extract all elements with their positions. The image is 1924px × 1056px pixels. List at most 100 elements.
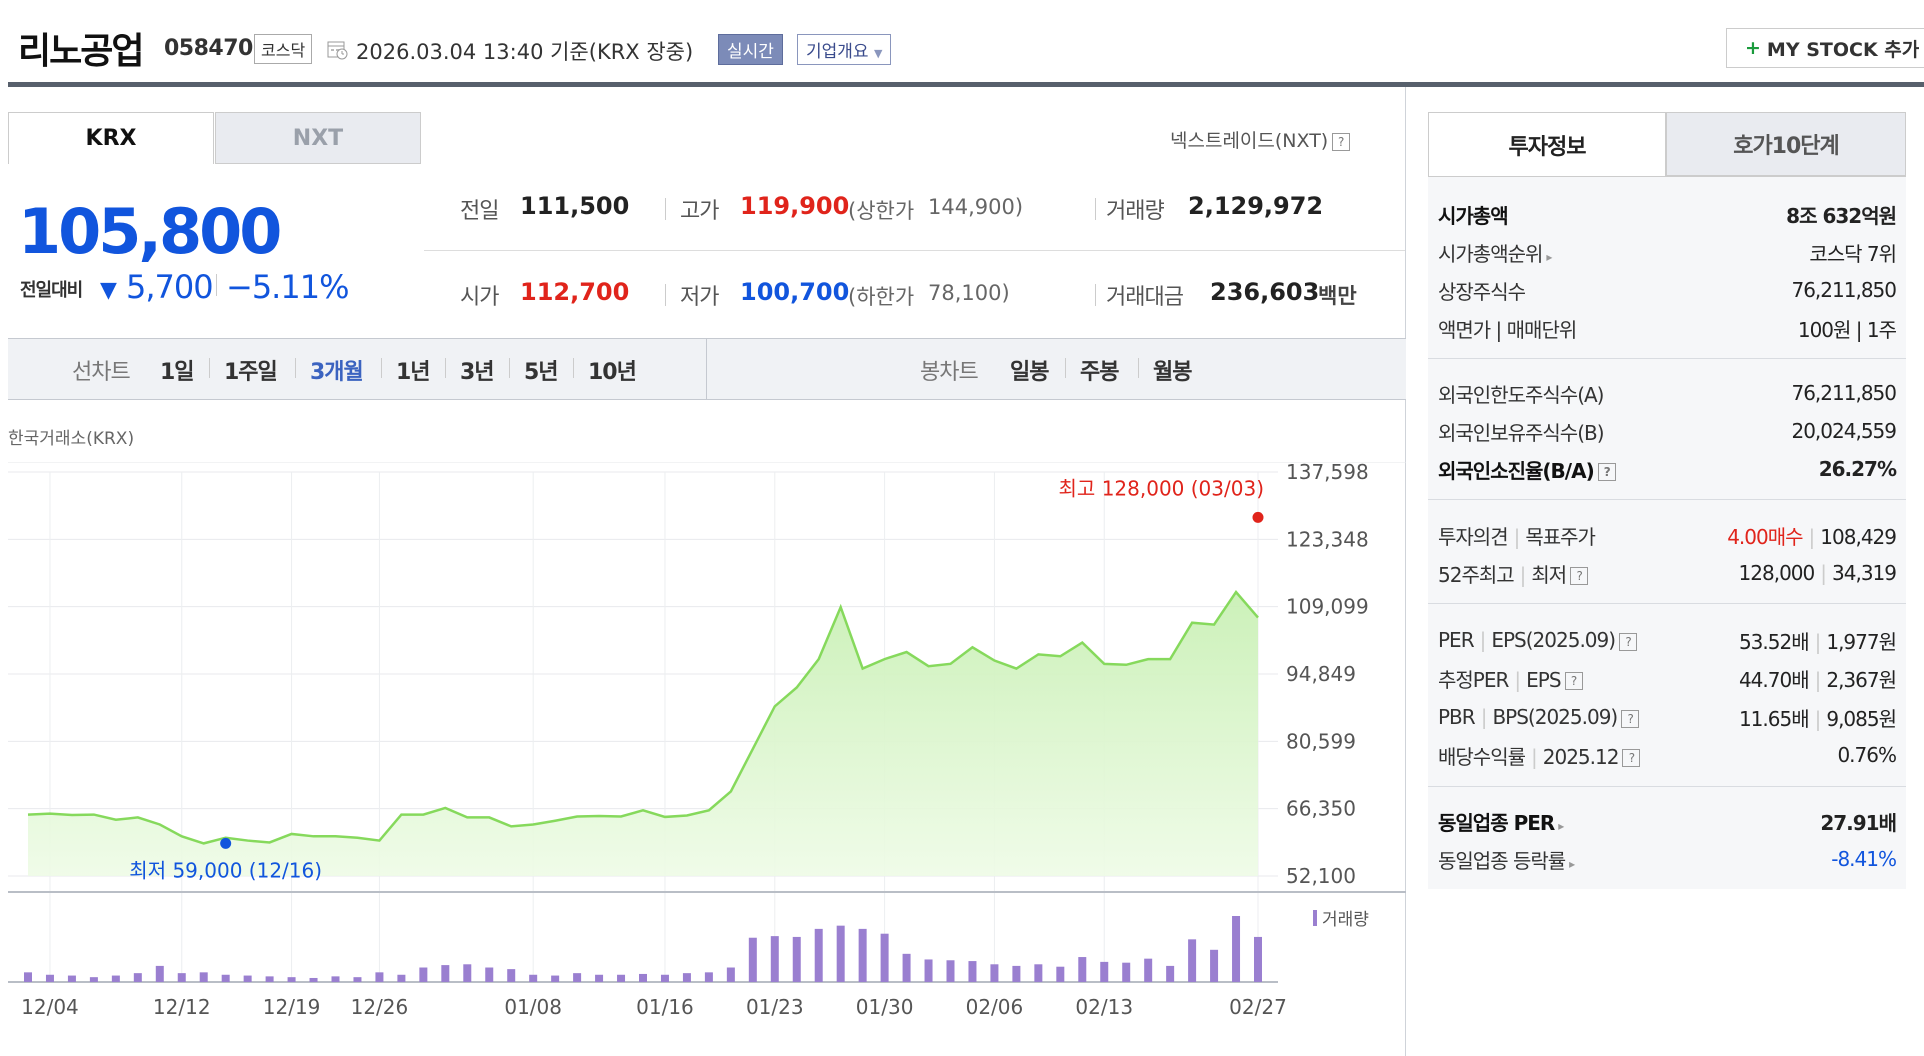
volume-bar <box>946 960 955 982</box>
candle-daily[interactable]: 일봉 <box>1010 360 1049 385</box>
period-1w[interactable]: 1주일 <box>224 360 278 385</box>
stock-code: 058470 <box>164 36 253 61</box>
period-3m[interactable]: 3개월 <box>310 360 364 385</box>
dividend-value: 0.76% <box>1837 743 1897 767</box>
x-tick-label: 12/26 <box>351 995 409 1019</box>
price-area <box>28 592 1258 876</box>
foreign-ratio-label: 외국인소진율(B/A)? <box>1438 455 1616 484</box>
help-icon[interactable]: ? <box>1564 672 1583 690</box>
period-bar <box>8 338 1406 400</box>
y-tick-label: 94,849 <box>1286 662 1356 686</box>
volume-bar <box>529 974 538 982</box>
x-tick-label: 02/13 <box>1075 995 1133 1019</box>
period-1d[interactable]: 1일 <box>160 360 195 385</box>
industry-per-row[interactable]: 동일업종 PER ▸ 27.91배 <box>1438 806 1897 836</box>
period-5y[interactable]: 5년 <box>524 360 559 385</box>
volume-bar <box>726 967 735 982</box>
help-icon[interactable]: ? <box>1570 567 1589 585</box>
help-icon[interactable]: ? <box>1332 132 1351 151</box>
divider <box>1428 603 1906 604</box>
volume-bar <box>243 975 252 982</box>
amount-unit: 백만 <box>1318 284 1357 308</box>
volume-bar <box>155 965 164 982</box>
help-icon[interactable]: ? <box>1622 749 1641 767</box>
tab-invest-info[interactable]: 투자정보 <box>1428 112 1666 176</box>
amount-label: 거래대금 <box>1106 285 1184 310</box>
volume-bar <box>89 977 98 982</box>
par-value-value: 100원 | 1주 <box>1797 317 1897 342</box>
week52-value: 128,000 | 34,319 <box>1738 561 1897 585</box>
volume-bar <box>595 974 604 982</box>
divider <box>1095 198 1096 220</box>
tab-divider <box>1428 176 1906 177</box>
volume-bar <box>1144 958 1153 982</box>
chevron-right-icon: ▸ <box>1569 856 1575 871</box>
lower-limit-value: 78,100) <box>928 281 1010 305</box>
pbr-row: PBR | BPS(2025.09)? 11.65배 | 9,085원 <box>1438 702 1897 732</box>
volume-bar <box>353 977 362 982</box>
help-icon[interactable]: ? <box>1619 632 1638 651</box>
divider <box>445 358 446 378</box>
current-price: 105,800 <box>18 195 282 268</box>
divider <box>1428 786 1906 787</box>
invest-info-box <box>1428 177 1906 889</box>
per-label: PER | EPS(2025.09)? <box>1438 628 1638 652</box>
volume-legend-swatch <box>1313 910 1317 926</box>
y-tick-label: 80,599 <box>1286 729 1356 753</box>
help-icon[interactable]: ? <box>1597 463 1616 481</box>
volume-bar <box>67 975 76 982</box>
foreign-hold-row: 외국인보유주식수(B) 20,024,559 <box>1438 416 1897 446</box>
plus-icon: + <box>1745 37 1761 59</box>
divider <box>216 274 217 296</box>
add-my-stock-button[interactable]: + MY STOCK 추가 <box>1726 28 1924 68</box>
foreign-ratio-value: 26.27% <box>1818 457 1897 481</box>
pbr-label: PBR | BPS(2025.09)? <box>1438 705 1640 729</box>
tab-order-book[interactable]: 호가10단계 <box>1666 112 1906 176</box>
volume-bar <box>1056 966 1065 982</box>
company-overview-button[interactable]: 기업개요 ▼ <box>797 34 892 65</box>
nxt-link[interactable]: 넥스트레이드(NXT)? <box>1170 126 1351 153</box>
period-10y[interactable]: 10년 <box>588 360 637 385</box>
market-badge: 코스닥 <box>254 34 313 64</box>
period-1y[interactable]: 1년 <box>396 360 431 385</box>
market-cap-rank-row[interactable]: 시가총액순위 ▸ 코스닥 7위 <box>1438 237 1897 267</box>
x-tick-label: 02/27 <box>1229 995 1287 1019</box>
candle-weekly[interactable]: 주봉 <box>1080 360 1119 385</box>
tab-krx[interactable]: KRX <box>8 112 214 164</box>
help-icon[interactable]: ? <box>1621 709 1640 728</box>
high-value: 119,900 <box>740 192 850 220</box>
divider <box>1428 499 1906 500</box>
candle-monthly[interactable]: 월봉 <box>1153 360 1192 385</box>
upper-limit-label: (상한가 <box>848 199 915 223</box>
volume-bar <box>704 972 713 982</box>
opinion-value: 4.00매수 | 108,429 <box>1727 524 1897 549</box>
volume-bar <box>331 976 340 982</box>
volume-bar <box>1232 916 1241 982</box>
volume-bar <box>792 936 801 982</box>
volume-bar <box>836 925 845 982</box>
volume-value: 2,129,972 <box>1188 192 1324 220</box>
low-marker <box>220 837 232 849</box>
price-chart[interactable]: 137,598 123,348 109,099 94,849 80,599 66,350 5… <box>8 462 1406 1052</box>
dividend-row: 배당수익률 | 2025.12? 0.76% <box>1438 740 1897 770</box>
foreign-hold-label: 외국인보유주식수(B) <box>1438 420 1605 445</box>
tab-nxt[interactable]: NXT <box>215 112 421 164</box>
listed-shares-label: 상장주식수 <box>1438 279 1526 304</box>
realtime-button[interactable]: 실시간 <box>718 34 783 65</box>
industry-rate-row[interactable]: 동일업종 등락률 ▸ -8.41% <box>1438 844 1897 874</box>
volume-bar <box>199 972 208 982</box>
divider <box>509 358 510 378</box>
upper-limit-value: 144,900) <box>928 195 1024 219</box>
volume-bar <box>24 972 32 982</box>
volume-bar <box>485 967 494 982</box>
x-tick-label: 01/08 <box>504 995 562 1019</box>
volume-bar <box>551 975 560 982</box>
high-label: 최고 128,000 (03/03) <box>1059 476 1264 500</box>
week52-row: 52주최고 | 최저? 128,000 | 34,319 <box>1438 558 1897 588</box>
volume-bar <box>397 974 406 982</box>
x-tick-label: 12/12 <box>153 995 211 1019</box>
period-3y[interactable]: 3년 <box>460 360 495 385</box>
chevron-right-icon: ▸ <box>1558 818 1564 833</box>
stock-name: 리노공업 <box>18 31 144 72</box>
divider <box>295 358 296 378</box>
